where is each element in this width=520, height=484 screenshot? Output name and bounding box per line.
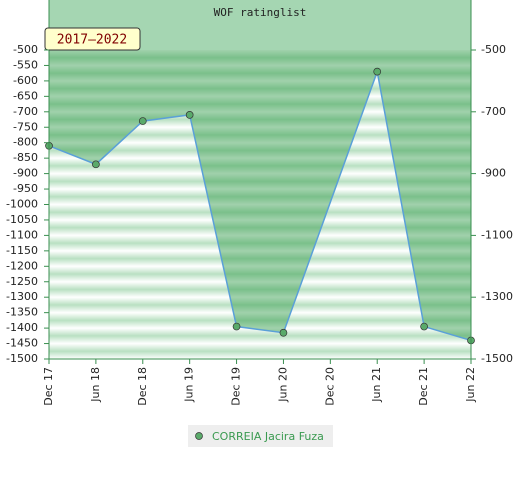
x-tick-label: Jun 20	[276, 367, 289, 403]
y-tick-label: -1400	[6, 321, 38, 334]
point	[92, 160, 100, 169]
point	[279, 328, 288, 337]
legend-label: CORREIA Jacira Fuza	[212, 430, 324, 443]
x-tick-label: Dec 18	[136, 367, 149, 406]
y-tick-label: -1250	[6, 275, 38, 288]
x-tick-label: Dec 21	[417, 367, 430, 406]
y-tick-label: -1000	[6, 198, 38, 211]
y-tick-label: -950	[13, 182, 38, 195]
y-tick-label: -1450	[6, 337, 38, 350]
y-tick-label: -1150	[6, 244, 38, 257]
legend-marker	[195, 432, 203, 440]
y-tick-label: -1350	[6, 306, 38, 319]
y-tick-label: -550	[13, 58, 38, 71]
point	[185, 111, 194, 119]
y-tick-label: -650	[13, 89, 38, 102]
plot-background	[49, 50, 471, 359]
point	[373, 67, 382, 76]
y2-tick-label: -900	[481, 167, 506, 180]
point	[138, 117, 147, 125]
x-tick-label: Jun 19	[183, 367, 196, 403]
y-tick-label: -750	[13, 120, 38, 133]
legend-box	[188, 425, 333, 447]
y2-tick-label: -1100	[481, 228, 513, 241]
chart-title: WOF ratinglist	[214, 6, 307, 19]
x-tick-label: Dec 19	[230, 367, 243, 406]
y-tick-label: -1200	[6, 259, 38, 272]
y-tick-label: -500	[13, 43, 38, 56]
y-tick-label: -850	[13, 151, 38, 164]
y-tick-label: -600	[13, 74, 38, 87]
y-tick-label: -1300	[6, 290, 38, 303]
point	[232, 322, 241, 331]
area	[49, 50, 471, 341]
y-tick-label: -700	[13, 105, 38, 118]
period-box	[44, 27, 141, 51]
x-tick-label: Dec 20	[323, 367, 336, 406]
y-tick-label: -1100	[6, 228, 38, 241]
x-tick-label: Jun 21	[370, 367, 383, 403]
y-tick-label: -900	[13, 167, 38, 180]
x-tick-label: Dec 17	[42, 367, 55, 406]
y2-tick-label: -500	[481, 43, 506, 56]
y2-tick-label: -700	[481, 105, 506, 118]
period-label: 2017–2022	[57, 33, 127, 48]
y-tick-label: -1500	[6, 352, 38, 365]
y-tick-label: -800	[13, 136, 38, 149]
point	[420, 322, 428, 331]
x-tick-label: Jun 22	[464, 367, 477, 403]
x-tick-label: Jun 18	[89, 367, 102, 403]
y2-tick-label: -1500	[481, 352, 513, 365]
y2-tick-label: -1300	[481, 290, 513, 303]
y-tick-label: -1050	[6, 213, 38, 226]
